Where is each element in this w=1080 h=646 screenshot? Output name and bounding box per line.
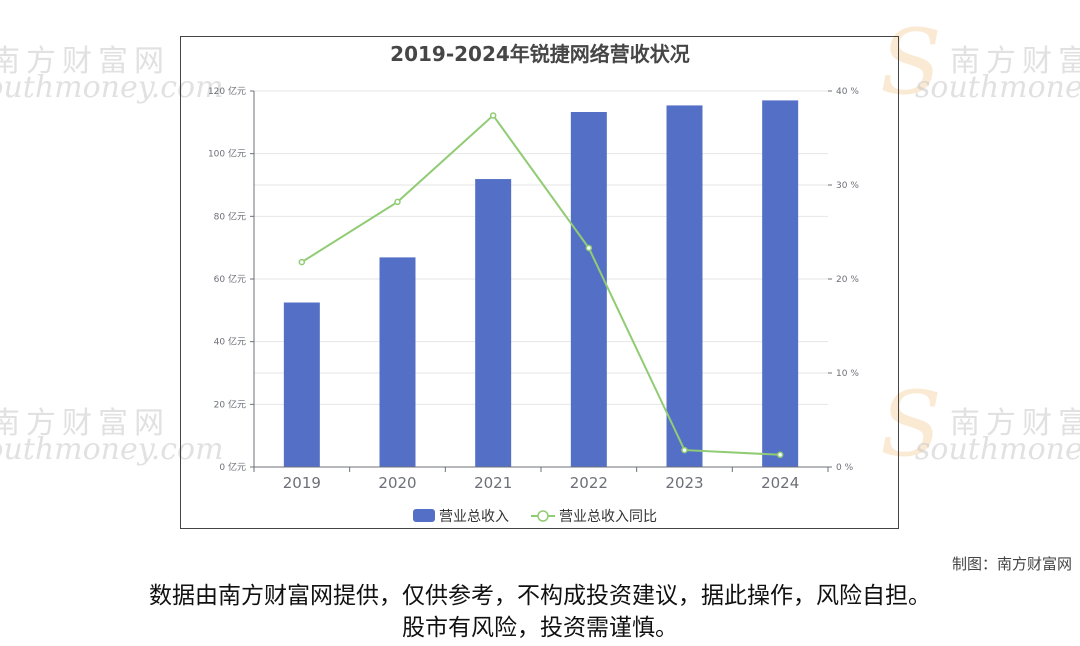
chart-svg: 2019-2024年锐捷网络营收状况 0 亿元 20 亿元 40 亿元 60 亿元 80… [208,42,859,525]
y-left-tick-label: 120 亿元 [208,85,246,97]
bar [762,100,799,468]
y-left-tick-label: 40 亿元 [214,336,246,348]
legend-label-line: 营业总收入同比 [559,509,657,525]
watermark-text: 南方财富网 [0,406,170,441]
chart-credit: 制图：南方财富网 [951,555,1072,573]
y-right-tick-label: 0 % [836,463,854,473]
y-right-tick-label: 30 % [836,181,859,191]
y-left-tick-label: 0 亿元 [219,461,246,473]
x-tick-label: 2022 [570,474,608,492]
x-tick-label: 2021 [474,474,512,492]
disclaimer-line-1: 数据由南方财富网提供，仅供参考，不构成投资建议，据此操作，风险自担。 [149,583,931,609]
line-layer [298,112,784,459]
legend: 营业总收入 营业总收入同比 [413,509,657,525]
x-tick-label: 2020 [378,474,416,492]
watermark-text: southmoney.com [915,432,1080,467]
line-point [394,198,401,206]
x-tick-label: 2019 [283,474,321,492]
watermark-text: 南方财富网 [0,44,170,79]
watermark-text: 南方财富网 [950,44,1080,79]
grid-layer [254,90,828,405]
disclaimer-line-2: 股市有风险，投资需谨慎。 [402,615,678,641]
x-tick-label: 2023 [665,474,703,492]
line-point [776,451,784,459]
bar [379,257,416,467]
disclaimer: 数据由南方财富网提供，仅供参考，不构成投资建议，据此操作，风险自担。 股市有风险… [0,580,1080,644]
bar [570,111,607,467]
watermark-text: southmoney.com [915,70,1080,105]
line-series [301,113,781,456]
x-tick-label: 2024 [761,474,799,492]
y-left-tick-label: 80 亿元 [214,210,246,222]
legend-swatch-marker [537,510,549,522]
line-point [489,112,497,119]
axes-layer: 0 亿元 20 亿元 40 亿元 60 亿元 80 亿元 100 亿元 120 亿元 0 % 1… [208,85,859,492]
chart-frame: 2019-2024年锐捷网络营收状况 0 亿元 20 亿元 40 亿元 60 亿元 80… [180,36,899,529]
bars-layer [283,100,799,468]
legend-label-bar: 营业总收入 [439,509,509,525]
bar [283,302,320,467]
y-left-tick-label: 20 亿元 [214,398,246,410]
legend-swatch-bar [413,509,435,522]
bar [666,105,703,467]
line-point [298,258,306,266]
watermark-text: 南方财富网 [950,406,1080,441]
line-point [585,244,593,252]
y-right-tick-label: 10 % [836,369,859,379]
y-left-tick-label: 60 亿元 [214,273,246,285]
line-point [681,446,688,454]
y-right-tick-label: 40 % [836,87,859,97]
bar [475,179,512,467]
chart-title: 2019-2024年锐捷网络营收状况 [390,42,690,66]
y-left-tick-label: 100 亿元 [208,148,246,160]
y-right-tick-label: 20 % [836,275,859,285]
